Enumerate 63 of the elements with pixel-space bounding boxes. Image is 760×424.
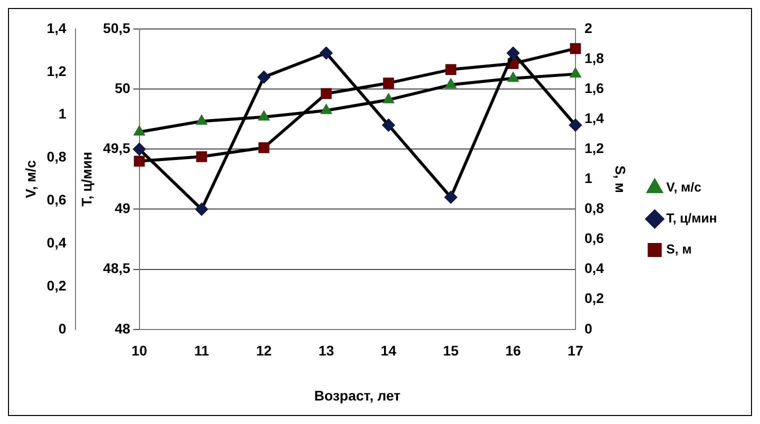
y-tick-label: 48,5 [103,260,131,276]
point [196,151,208,162]
point [134,125,146,136]
point [444,190,458,204]
point [258,110,270,120]
point [134,156,145,167]
y2-tick-label: 1,8 [584,50,604,66]
x-tick-label: 11 [194,342,210,359]
point [320,88,332,100]
legend-label: S, м [666,242,692,257]
point [445,78,457,88]
y3-tick-label: 0,8 [46,148,66,165]
legend-label: T, ц/мин [666,210,718,226]
x-axis-title: Возраст, лет [314,387,401,404]
y-tick-label: 48 [114,320,131,336]
y2-tick-label: 0,6 [584,230,604,246]
y3-tick-label: 1,4 [46,20,66,36]
point [568,118,582,132]
y-tick-label: 50,5 [103,20,131,36]
y2-tick-label: 0 [584,320,592,336]
x-tick-label: 14 [380,342,397,359]
y3-tick-label: 0,4 [46,234,66,250]
y2-tick-label: 1 [584,170,592,186]
point [570,43,581,54]
point [383,78,394,89]
point [382,118,396,132]
x-tick-label: 13 [318,342,334,359]
y2-tick-label: 0,8 [584,200,604,216]
x-tick-label: 15 [443,342,459,359]
y-tick-label: 49,5 [103,140,131,156]
legend-label: V, м/с [666,180,702,195]
point [196,114,208,125]
point [320,104,332,114]
point [506,46,520,60]
y3-tick-label: 0,2 [46,277,66,294]
x-tick-label: 12 [256,342,272,359]
point [257,70,270,84]
y2-tick-label: 2 [584,20,592,36]
point [507,72,519,82]
y2-tick-label: 1,4 [584,110,604,126]
x-tick-label: 10 [132,342,148,359]
y3-tick-label: 1 [58,106,66,122]
point [132,142,146,156]
y2-tick-label: 0,2 [584,290,604,306]
point [320,46,333,60]
point [195,202,208,216]
point [445,64,456,76]
y-axis-title: T, ц/мин [78,152,95,207]
y3-tick-label: 1,2 [46,62,66,79]
point [570,68,582,78]
x-tick-label: 16 [505,342,522,359]
y3-tick-label: 0 [58,320,66,336]
y-tick-label: 49 [114,200,131,216]
x-tick-label: 17 [568,342,584,359]
y3-axis-title: V, м/с [22,160,38,198]
y2-tick-label: 0,4 [584,260,604,276]
y-tick-label: 50 [114,80,131,96]
y2-tick-label: 1,6 [584,80,604,96]
point [258,142,270,154]
y2-tick-label: 1,2 [584,140,604,156]
point [382,93,394,104]
y2-axis-title: S, м [612,165,628,193]
y3-tick-label: 0,6 [46,192,66,208]
